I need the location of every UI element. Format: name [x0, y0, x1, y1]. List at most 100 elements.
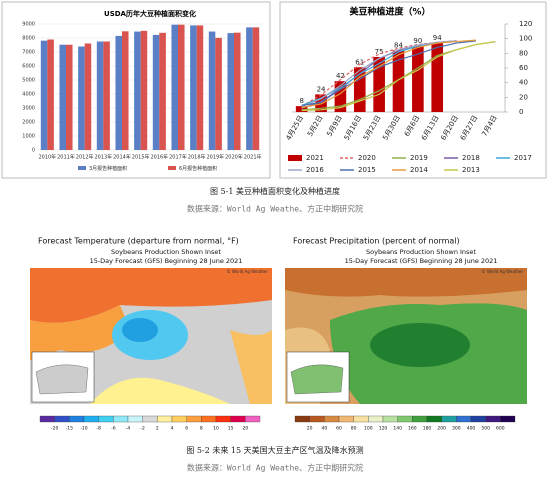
y-tick-label: 8000	[22, 36, 35, 42]
bar	[140, 30, 148, 150]
map-subtitle: 15-Day Forecast (GFS) Beginning 28 June …	[90, 257, 243, 265]
caption: 图 5-2 未来 15 天美国大豆主产区气温及降水预测	[186, 445, 363, 455]
legend-label: 2017	[514, 154, 532, 162]
map	[30, 268, 272, 404]
y-tick-label: 6000	[22, 64, 35, 70]
bar	[196, 25, 204, 150]
colorbar-label: 140	[393, 426, 402, 432]
colorbar-label: 300	[452, 426, 461, 432]
legend-swatch	[168, 166, 176, 170]
legend-label: 6月报告种植面积	[179, 165, 217, 172]
colorbar-label: -8	[96, 426, 101, 432]
data-label: 84	[394, 41, 403, 49]
y-tick-label: 20	[519, 93, 528, 101]
y-tick-label: 2000	[22, 120, 35, 126]
x-tick-label: 2021年	[244, 154, 262, 161]
colorbar-swatch	[54, 415, 70, 423]
y-tick-label: 100	[519, 35, 532, 43]
colorbar-label: 500	[481, 426, 490, 432]
colorbar-label: -10	[80, 426, 87, 432]
bar	[47, 39, 54, 150]
colorbar-label: 4	[171, 426, 174, 432]
line	[301, 39, 477, 109]
bar	[295, 106, 308, 112]
colorbar-label: 10	[213, 426, 219, 432]
colorbar-label: -2	[140, 426, 145, 432]
legend-label: 3月报告种植面积	[89, 165, 127, 172]
colorbar-label: -6	[111, 426, 116, 432]
colorbar-label: 160	[408, 426, 417, 432]
colorbar-label: -20	[51, 426, 58, 432]
bar	[431, 43, 444, 112]
colorbar-swatch	[186, 415, 202, 423]
colorbar-swatch	[470, 415, 486, 423]
caption: 图 5-1 美豆种植面积变化及种植进度	[210, 186, 340, 196]
colorbar-swatch	[500, 415, 516, 423]
colorbar-label: 600	[496, 426, 505, 432]
bar	[373, 57, 385, 112]
bar	[122, 31, 129, 151]
y-tick-label: 40	[519, 79, 528, 87]
colorbar-label: 2	[156, 426, 159, 432]
bar	[252, 27, 260, 150]
data-label: 94	[433, 34, 442, 42]
map-credit: © World Ag Weather	[227, 269, 269, 274]
line	[301, 40, 477, 106]
bar	[246, 27, 253, 150]
data-label: 42	[336, 72, 345, 80]
y-tick-label: 7000	[22, 50, 35, 56]
colorbar-swatch	[171, 415, 187, 423]
colorbar-swatch	[441, 415, 457, 423]
colorbar-swatch	[157, 415, 173, 423]
legend-label: 2018	[462, 154, 480, 162]
colorbar-label: 180	[423, 426, 432, 432]
source: 数据来源：World Ag Weathe、方正中期研究院	[187, 204, 363, 214]
colorbar-swatch	[83, 415, 99, 423]
bar	[134, 31, 141, 151]
colorbar-swatch	[142, 415, 158, 423]
x-tick-label: 2017年	[169, 154, 187, 161]
map-credit: © World Ag Weather	[482, 269, 524, 274]
colorbar-swatch	[201, 415, 217, 423]
bar	[103, 41, 110, 150]
chart-title: USDA历年大豆种植面积变化	[104, 9, 196, 18]
x-tick-label: 2014年	[113, 154, 131, 161]
bar	[190, 25, 197, 150]
colorbar-swatch	[113, 415, 129, 423]
legend-label: 2019	[410, 154, 428, 162]
y-tick-label: 60	[519, 64, 528, 72]
bar	[227, 33, 234, 150]
colorbar-label: 60	[336, 426, 342, 432]
colorbar-swatch	[324, 415, 340, 423]
y-tick-label: 5000	[22, 78, 35, 84]
map-subtitle: Soybeans Production Shown Inset	[111, 248, 221, 256]
x-tick-label: 2019年	[206, 154, 224, 161]
colorbar-label: -4	[126, 426, 131, 432]
colorbar-swatch	[397, 415, 413, 423]
bar	[208, 31, 216, 151]
y-tick-label: 9000	[22, 22, 35, 28]
chart-title: 美豆种植进度（%）	[349, 6, 430, 18]
colorbar-swatch	[39, 415, 55, 423]
y-tick-label: 3000	[22, 106, 35, 112]
bar	[59, 44, 66, 150]
x-tick-label: 2010年	[38, 154, 56, 161]
legend-label: 2020	[358, 154, 376, 162]
legend-label: 2013	[462, 166, 480, 174]
data-label: 8	[299, 97, 303, 105]
map-title: Forecast Temperature (departure from nor…	[38, 237, 239, 246]
bar	[215, 37, 222, 150]
data-label: 75	[375, 48, 384, 56]
y-tick-label: 120	[519, 20, 532, 28]
x-tick-label: 2015年	[132, 154, 150, 161]
colorbar-swatch	[338, 415, 354, 423]
map-title: Forecast Precipitation (percent of norma…	[293, 237, 460, 246]
colorbar-swatch	[69, 415, 85, 423]
colorbar-swatch	[456, 415, 472, 423]
colorbar-swatch	[127, 415, 143, 423]
bar	[171, 24, 178, 151]
line	[301, 40, 457, 108]
map	[285, 268, 527, 404]
source: 数据来源：World Ag Weathe、方正中期研究院	[187, 463, 363, 473]
